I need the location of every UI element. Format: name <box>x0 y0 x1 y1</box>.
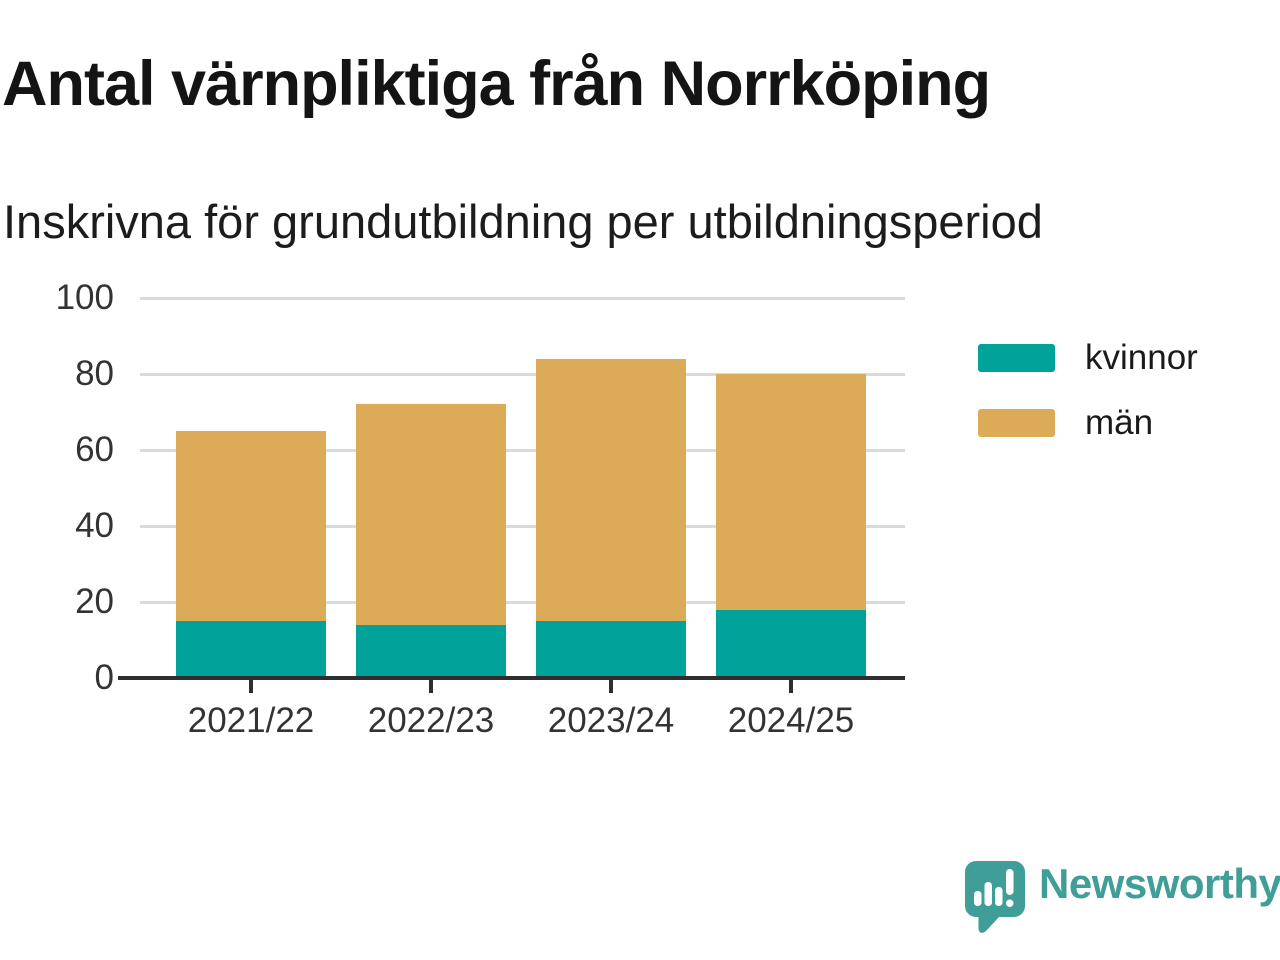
x-tick-2021/22 <box>249 680 253 693</box>
bar-stack-2023/24 <box>536 358 686 678</box>
y-tick-label-0: 0 <box>94 658 114 697</box>
newsworthy-logo: Newsworthy <box>963 860 1280 938</box>
bar-chart-plot-area <box>140 296 905 678</box>
y-tick-label-20: 20 <box>75 582 114 621</box>
gridline-y-100 <box>140 296 905 300</box>
legend-swatch-män <box>978 409 1055 437</box>
x-tick-2024/25 <box>789 680 793 693</box>
bar-stack-2021/22 <box>176 431 326 678</box>
chart-subtitle: Inskrivna för grundutbildning per utbild… <box>3 195 1043 248</box>
newsworthy-speech-bubble-bar-chart-icon <box>965 861 1025 933</box>
x-tick-2022/23 <box>429 680 433 693</box>
x-tick-label-2023/24: 2023/24 <box>547 701 675 740</box>
gridline-y-40 <box>140 524 905 528</box>
gridline-y-20 <box>140 600 905 604</box>
y-tick-label-60: 60 <box>75 430 114 469</box>
bar-stack-2022/23 <box>356 404 506 678</box>
legend-label-män: män <box>1085 403 1154 442</box>
y-tick-label-100: 100 <box>55 278 114 317</box>
legend-item-män: män <box>978 405 1198 441</box>
x-tick-label-2024/25: 2024/25 <box>727 701 855 740</box>
x-tick-2023/24 <box>609 680 613 693</box>
bar-stack-2024/25 <box>716 374 866 678</box>
legend-item-kvinnor: kvinnor <box>978 340 1198 376</box>
legend: kvinnor män <box>978 340 1198 441</box>
gridline-y-80 <box>140 372 905 376</box>
bar-segment-män-2024/25 <box>716 374 866 610</box>
x-tick-label-2021/22: 2021/22 <box>187 701 315 740</box>
y-tick-label-80: 80 <box>75 354 114 393</box>
bar-segment-män-2021/22 <box>176 431 326 621</box>
x-axis-line <box>118 676 905 680</box>
bar-segment-kvinnor-2024/25 <box>716 609 866 678</box>
newsworthy-logo-text: Newsworthy <box>1039 860 1280 907</box>
legend-swatch-kvinnor <box>978 344 1055 372</box>
y-tick-label-40: 40 <box>75 506 114 545</box>
bar-segment-män-2023/24 <box>536 358 686 621</box>
gridline-y-60 <box>140 448 905 452</box>
legend-label-kvinnor: kvinnor <box>1085 338 1198 377</box>
bar-segment-kvinnor-2023/24 <box>536 621 686 678</box>
bar-segment-kvinnor-2021/22 <box>176 621 326 678</box>
chart-title: Antal värnpliktiga från Norrköping <box>2 49 991 119</box>
x-tick-label-2022/23: 2022/23 <box>367 701 495 740</box>
bar-segment-män-2022/23 <box>356 404 506 625</box>
bar-segment-kvinnor-2022/23 <box>356 624 506 678</box>
